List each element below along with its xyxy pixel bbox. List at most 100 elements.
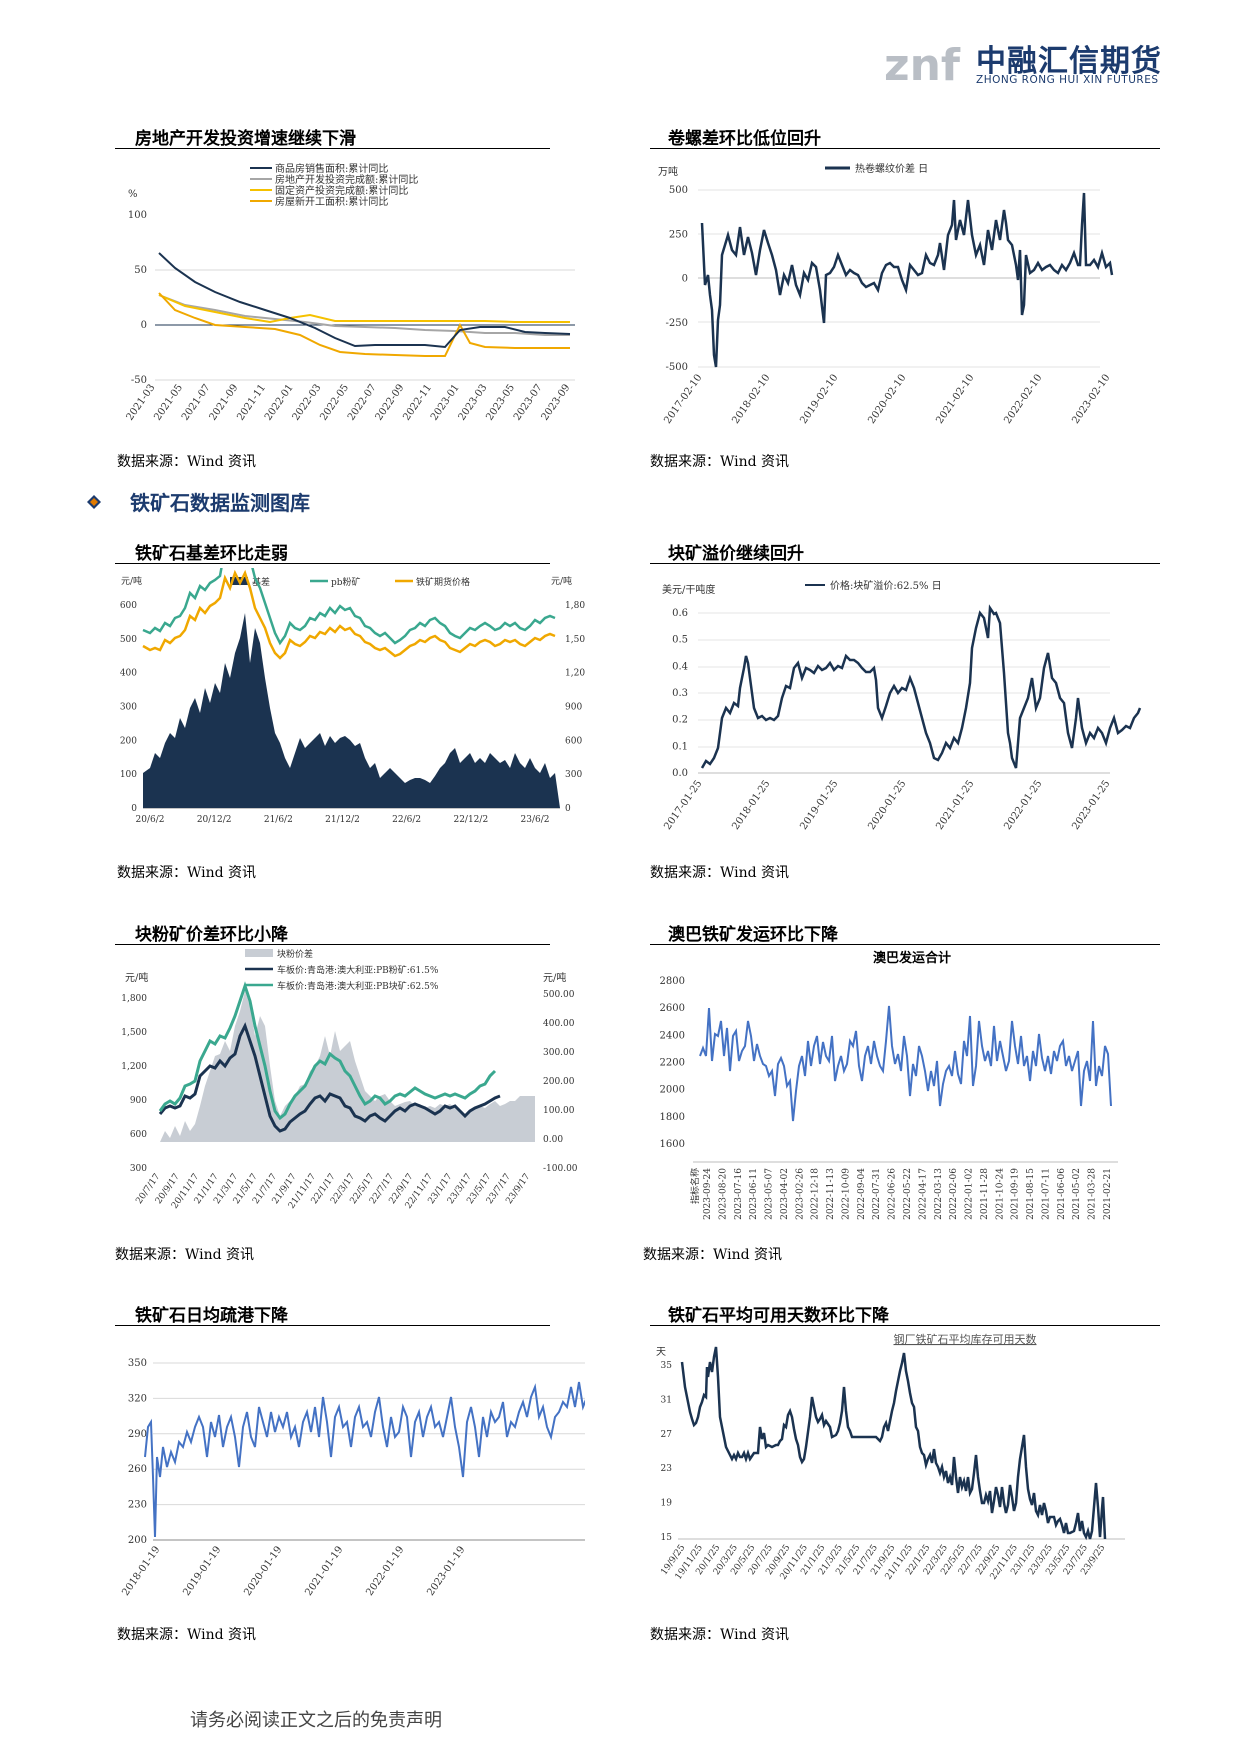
chart4-xtick-1: 2018-01-25 (730, 778, 772, 832)
chart1-series-yellow (158, 294, 570, 324)
chart6-xtick-18: 2021-11-28 (980, 1168, 990, 1220)
chart3-xtick-2: 21/6/2 (264, 815, 293, 825)
chart6-xtick-7: 2022-12-18 (811, 1168, 821, 1220)
chart2-series (700, 192, 1114, 368)
chart8-ytick-3: 23 (661, 1464, 673, 1474)
chart5-ytick-right-0: 500.00 (543, 990, 575, 1000)
chart3-xtick-0: 20/6/2 (136, 815, 165, 825)
chart5-ytick-right-6: -100.00 (543, 1164, 578, 1174)
chart3-xtick-3: 21/12/2 (325, 815, 360, 825)
chart6-xtick-20: 2021-09-19 (1011, 1168, 1021, 1220)
chart2-xtick-6: 2023-02-10 (1070, 372, 1112, 426)
chart5-pb-fines-line (158, 1022, 501, 1133)
chart2-ytick-1: 250 (669, 229, 688, 240)
chart2-xtick-5: 2022-02-10 (1002, 372, 1044, 426)
chart3-ytick-right-3: 900 (565, 703, 582, 713)
logo-chinese-name: 中融汇信期货 (976, 44, 1162, 79)
chart5-ytick-left-4: 600 (130, 1130, 147, 1140)
chart1-legend: 商品房销售面积:累计同比 房地产开发投资完成额:累计同比 固定资产投资完成额:累… (250, 162, 418, 208)
chart4-xtick-2: 2019-01-25 (798, 778, 840, 832)
chart3-rule (115, 563, 550, 564)
chart6-xtick-10: 2022-09-04 (857, 1168, 867, 1220)
chart6-xtick-13: 2022-05-22 (903, 1168, 913, 1220)
chart5-ytick-right-3: 200.00 (543, 1077, 575, 1087)
chart3-unit-left: 元/吨 (121, 575, 142, 587)
chart3-xtick-4: 22/6/2 (392, 815, 421, 825)
section-title: 铁矿石数据监测图库 (130, 491, 310, 515)
chart6-xtick-2: 2023-07-16 (734, 1168, 744, 1220)
chart4-ytick-6: 0.0 (672, 768, 688, 779)
chart1-figure: 商品房销售面积:累计同比 房地产开发投资完成额:累计同比 固定资产投资完成额:累… (125, 162, 575, 423)
footer-disclaimer: 请务必阅读正文之后的免责声明 (190, 1710, 442, 1731)
chart4-rule (650, 563, 1160, 564)
chart8-ytick-1: 31 (661, 1395, 672, 1405)
chart8-unit: 天 (656, 1347, 666, 1358)
chart8-inner-title: 钢厂铁矿石平均库存可用天数 (894, 1332, 1037, 1346)
chart7-xtick-3: 2021-01-19 (303, 1544, 345, 1598)
logo-mark-text: znf (884, 40, 961, 91)
chart8-rule (650, 1325, 1160, 1326)
chart6-xtick-12: 2022-06-26 (888, 1168, 898, 1220)
chart6-xtick-16: 2022-02-06 (949, 1168, 959, 1220)
chart7-ytick-5: 200 (128, 1535, 147, 1546)
chart6-source: 数据来源：Wind 资讯 (643, 1247, 783, 1263)
chart6-xtick-21: 2021-08-15 (1026, 1168, 1036, 1220)
chart6-xtick-6: 2023-02-26 (795, 1168, 805, 1220)
chart4-ytick-4: 0.2 (672, 715, 688, 726)
chart4-xtick-0: 2017-01-25 (662, 778, 704, 832)
chart3-ytick-left-5: 100 (120, 770, 137, 780)
chart6-xtick-0: 2023-09-24 (703, 1168, 713, 1220)
chart7-series (144, 1381, 585, 1538)
chart1-rule (115, 148, 550, 149)
chart4-ytick-0: 0.6 (672, 608, 688, 619)
chart4-legend: 价格:块矿溢价:62.5% 日 (830, 579, 942, 592)
chart3-legend-2: pb粉矿 (331, 576, 361, 588)
chart7-ytick-0: 350 (128, 1358, 147, 1369)
logo-mark-icon: znf (884, 40, 961, 91)
chart6-xtick-8: 2022-11-13 (826, 1168, 836, 1220)
chart2-source: 数据来源：Wind 资讯 (650, 454, 790, 470)
chart5-ytick-left-1: 1,500 (121, 1028, 147, 1038)
chart3-unit-right: 元/吨 (551, 575, 572, 587)
chart1-legend-2: 房地产开发投资完成额:累计同比 (275, 173, 418, 186)
chart6-ytick-2: 2400 (660, 1030, 685, 1041)
chart2-xtick-2: 2019-02-10 (798, 372, 840, 426)
chart6-ytick-4: 2000 (660, 1085, 685, 1096)
chart3-pb-fines-line (142, 568, 556, 646)
chart3-futures-line (142, 569, 556, 660)
chart6-xtick-22: 2021-07-11 (1041, 1168, 1051, 1220)
chart3-ytick-right-4: 600 (565, 736, 582, 746)
chart3-ytick-right-1: 1,500 (565, 635, 585, 645)
chart6-xtick-5: 2023-04-02 (780, 1168, 790, 1220)
chart4-xtick-4: 2021-01-25 (934, 778, 976, 832)
chart2-ytick-3: -250 (666, 318, 688, 329)
chart5-legend-1: 块粉价差 (277, 948, 313, 960)
chart5-legend-3: 车板价:青岛港:澳大利亚:PB块矿:62.5% (277, 980, 439, 992)
chart2-xtick-1: 2018-02-10 (730, 372, 772, 426)
chart6-rule (650, 944, 1160, 945)
chart2-ytick-4: -500 (666, 362, 688, 373)
chart6-xtick-4: 2023-05-07 (765, 1168, 775, 1220)
chart6-first-xtick: 指标名称 (689, 1168, 701, 1204)
chart6-xtick-26: 2021-02-21 (1103, 1168, 1113, 1220)
chart3-ytick-left-2: 400 (120, 669, 137, 679)
chart3-xtick-6: 23/6/2 (521, 815, 550, 825)
chart8-series (680, 1346, 1107, 1541)
chart5-ytick-left-3: 900 (130, 1096, 147, 1106)
chart8-ytick-2: 27 (661, 1430, 673, 1440)
chart2-legend: 热卷螺纹价差 日 (855, 162, 928, 175)
chart7-ytick-2: 290 (128, 1429, 147, 1440)
chart4-title: 块矿溢价继续回升 (668, 544, 804, 564)
chart7-xtick-1: 2019-01-19 (181, 1544, 223, 1598)
chart5-source: 数据来源：Wind 资讯 (115, 1247, 255, 1263)
chart2-ytick-0: 500 (669, 185, 688, 196)
logo-english-name: ZHONG RONG HUI XIN FUTURES (976, 74, 1159, 86)
chart6-ytick-1: 2600 (660, 1003, 685, 1014)
chart2-ytick-2: 0 (682, 274, 688, 285)
chart7-xtick-2: 2020-01-19 (242, 1544, 284, 1598)
chart5-figure: 块粉价差 车板价:青岛港:澳大利亚:PB粉矿:61.5% 车板价:青岛港:澳大利… (121, 948, 578, 1211)
chart4-ytick-3: 0.3 (672, 688, 688, 699)
chart1-series-navy (158, 252, 571, 349)
chart1-ytick-0: 100 (128, 210, 147, 221)
chart8-figure: 钢厂铁矿石平均库存可用天数 天 35312723191519/9/2519/11… (656, 1332, 1125, 1582)
